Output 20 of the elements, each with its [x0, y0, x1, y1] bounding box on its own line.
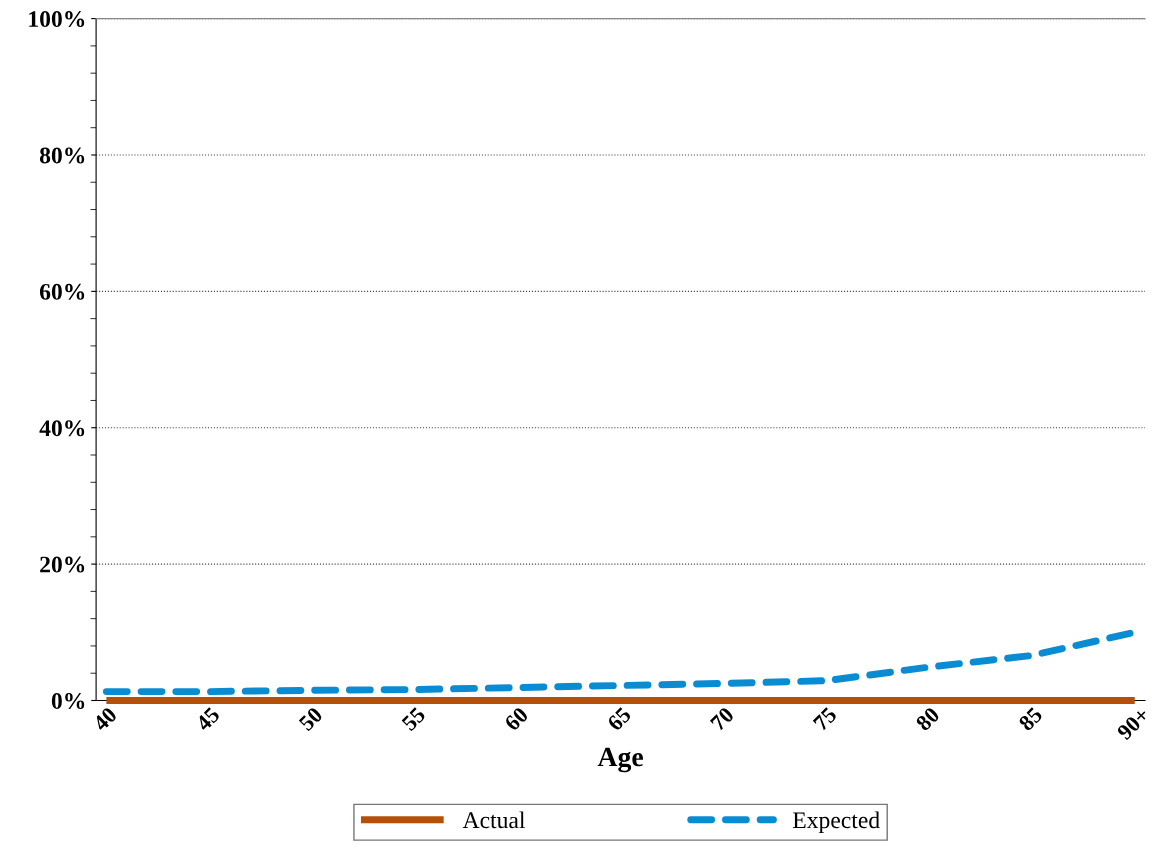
legend-label: Expected — [792, 811, 880, 833]
y-tick-label: 40% — [39, 420, 85, 437]
y-tick-label: 60% — [39, 283, 85, 300]
x-tick-label: 40 — [92, 706, 118, 732]
x-tick-label: 55 — [401, 706, 427, 732]
y-tick-label: 0% — [51, 692, 85, 709]
x-tick-label: 70 — [709, 706, 735, 732]
x-tick-label: 60 — [503, 706, 529, 732]
x-axis-title: Age — [597, 747, 643, 773]
x-tick-label: 45 — [195, 706, 221, 732]
y-tick-label: 100% — [29, 11, 85, 28]
x-tick-label: 75 — [812, 706, 838, 732]
x-tick-label: 50 — [298, 706, 324, 732]
y-tick-label: 20% — [40, 556, 85, 573]
y-tick-label: 80% — [39, 147, 85, 164]
legend-label: Actual — [462, 811, 526, 829]
x-tick-label: 80 — [915, 706, 941, 732]
x-tick-label: 65 — [606, 706, 632, 732]
x-tick-label: 85 — [1017, 706, 1044, 732]
x-tick-label: 90+ — [1116, 706, 1151, 741]
